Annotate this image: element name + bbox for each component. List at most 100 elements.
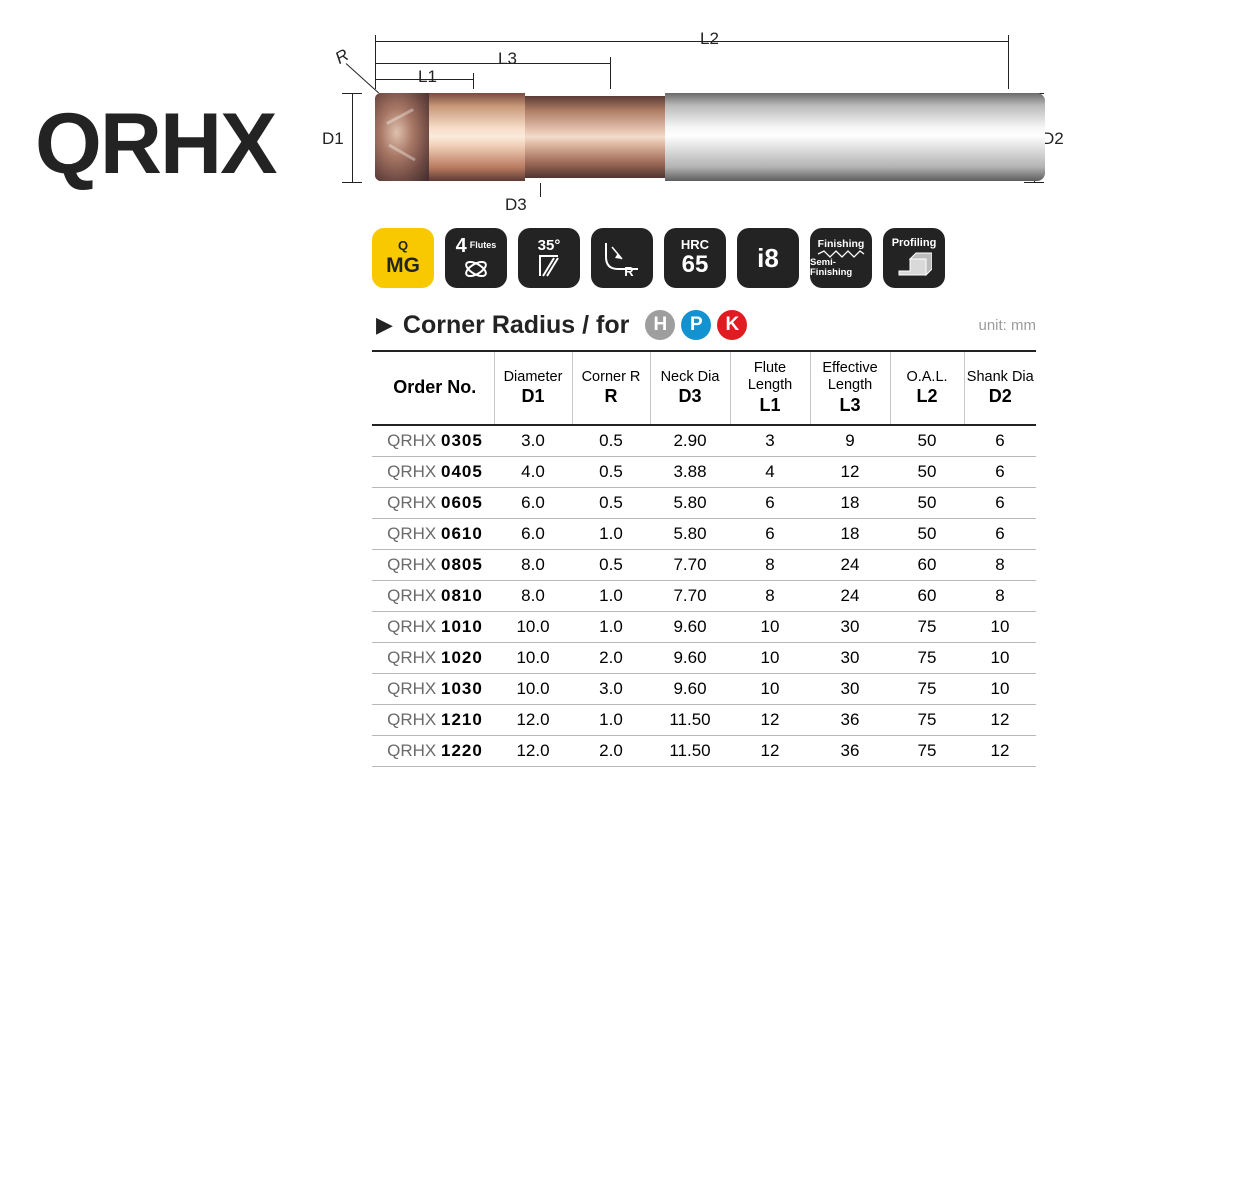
- table-header: DiameterD1: [494, 351, 572, 425]
- dim-label-d3: D3: [505, 195, 527, 215]
- spec-cell: 30: [810, 674, 890, 705]
- spec-cell: 10: [730, 643, 810, 674]
- spec-cell: 10.0: [494, 612, 572, 643]
- spec-cell: 12: [964, 736, 1036, 767]
- material-badge: K: [717, 310, 747, 340]
- table-header: Shank DiaD2: [964, 351, 1036, 425]
- spec-cell: 2.0: [572, 643, 650, 674]
- table-header: O.A.L.L2: [890, 351, 964, 425]
- badge: Profiling: [883, 228, 945, 288]
- spec-cell: 8.0: [494, 550, 572, 581]
- section-arrow-icon: ▶: [376, 312, 393, 338]
- order-no-cell: QRHX 1030: [372, 674, 494, 705]
- table-row: QRHX 101010.01.09.6010307510: [372, 612, 1036, 643]
- spec-cell: 12: [810, 457, 890, 488]
- spec-cell: 11.50: [650, 705, 730, 736]
- badge: HRC65: [664, 228, 726, 288]
- table-row: QRHX 08108.01.07.70824608: [372, 581, 1036, 612]
- spec-cell: 10: [964, 674, 1036, 705]
- spec-table: Order No.DiameterD1Corner RRNeck DiaD3Fl…: [372, 350, 1036, 767]
- dim-label-l1: L1: [418, 67, 437, 87]
- spec-cell: 9.60: [650, 643, 730, 674]
- dim-label-l2: L2: [700, 29, 719, 49]
- spec-cell: 6: [730, 519, 810, 550]
- spec-cell: 1.0: [572, 581, 650, 612]
- order-no-cell: QRHX 0305: [372, 425, 494, 457]
- spec-cell: 10.0: [494, 643, 572, 674]
- section-title: Corner Radius / for: [403, 311, 629, 340]
- spec-cell: 9.60: [650, 612, 730, 643]
- spec-cell: 1.0: [572, 612, 650, 643]
- spec-cell: 50: [890, 488, 964, 519]
- spec-cell: 6.0: [494, 519, 572, 550]
- spec-cell: 5.80: [650, 488, 730, 519]
- order-no-cell: QRHX 1210: [372, 705, 494, 736]
- spec-cell: 30: [810, 643, 890, 674]
- spec-cell: 12: [730, 736, 810, 767]
- flute-face: [375, 93, 429, 181]
- dim-label-d2: D2: [1042, 129, 1064, 149]
- spec-cell: 6: [964, 425, 1036, 457]
- badge: 35°: [518, 228, 580, 288]
- spec-cell: 9: [810, 425, 890, 457]
- spec-cell: 3.0: [572, 674, 650, 705]
- spec-cell: 0.5: [572, 457, 650, 488]
- spec-cell: 0.5: [572, 550, 650, 581]
- tool-diagram: L2 L3 L1 R D1 D2 D3: [320, 35, 1040, 215]
- spec-cell: 6.0: [494, 488, 572, 519]
- spec-cell: 7.70: [650, 550, 730, 581]
- table-row: QRHX 121012.01.011.5012367512: [372, 705, 1036, 736]
- spec-cell: 6: [730, 488, 810, 519]
- badge: i8: [737, 228, 799, 288]
- spec-cell: 30: [810, 612, 890, 643]
- spec-cell: 3.0: [494, 425, 572, 457]
- table-row: QRHX 04054.00.53.88412506: [372, 457, 1036, 488]
- spec-cell: 60: [890, 550, 964, 581]
- spec-cell: 36: [810, 705, 890, 736]
- table-header: Effective LengthL3: [810, 351, 890, 425]
- order-no-cell: QRHX 0605: [372, 488, 494, 519]
- spec-cell: 3: [730, 425, 810, 457]
- spec-cell: 50: [890, 425, 964, 457]
- order-no-cell: QRHX 1220: [372, 736, 494, 767]
- spec-cell: 10: [964, 612, 1036, 643]
- spec-cell: 6: [964, 457, 1036, 488]
- table-row: QRHX 103010.03.09.6010307510: [372, 674, 1036, 705]
- spec-cell: 2.0: [572, 736, 650, 767]
- table-row: QRHX 102010.02.09.6010307510: [372, 643, 1036, 674]
- material-badge: P: [681, 310, 711, 340]
- order-no-cell: QRHX 0610: [372, 519, 494, 550]
- table-header: Flute LengthL1: [730, 351, 810, 425]
- spec-cell: 10: [964, 643, 1036, 674]
- spec-cell: 75: [890, 705, 964, 736]
- spec-cell: 8: [964, 550, 1036, 581]
- spec-cell: 8.0: [494, 581, 572, 612]
- badge-row: QMG4Flutes35°RHRC65i8FinishingSemi-Finis…: [372, 228, 945, 288]
- table-row: QRHX 06056.00.55.80618506: [372, 488, 1036, 519]
- spec-cell: 24: [810, 581, 890, 612]
- table-row: QRHX 03053.00.52.9039506: [372, 425, 1036, 457]
- spec-cell: 12.0: [494, 736, 572, 767]
- spec-cell: 75: [890, 674, 964, 705]
- order-no-cell: QRHX 0405: [372, 457, 494, 488]
- badge: R: [591, 228, 653, 288]
- spec-cell: 8: [730, 550, 810, 581]
- dim-label-d1: D1: [322, 129, 344, 149]
- dim-label-l3: L3: [498, 49, 517, 69]
- spec-cell: 4: [730, 457, 810, 488]
- product-title: QRHX: [35, 95, 275, 194]
- spec-cell: 7.70: [650, 581, 730, 612]
- spec-cell: 24: [810, 550, 890, 581]
- spec-cell: 5.80: [650, 519, 730, 550]
- table-header: Neck DiaD3: [650, 351, 730, 425]
- spec-cell: 1.0: [572, 519, 650, 550]
- spec-cell: 75: [890, 612, 964, 643]
- order-no-cell: QRHX 1020: [372, 643, 494, 674]
- spec-cell: 36: [810, 736, 890, 767]
- order-no-cell: QRHX 1010: [372, 612, 494, 643]
- spec-cell: 6: [964, 519, 1036, 550]
- spec-cell: 8: [964, 581, 1036, 612]
- unit-label: unit: mm: [978, 317, 1036, 334]
- spec-cell: 10: [730, 674, 810, 705]
- spec-cell: 12.0: [494, 705, 572, 736]
